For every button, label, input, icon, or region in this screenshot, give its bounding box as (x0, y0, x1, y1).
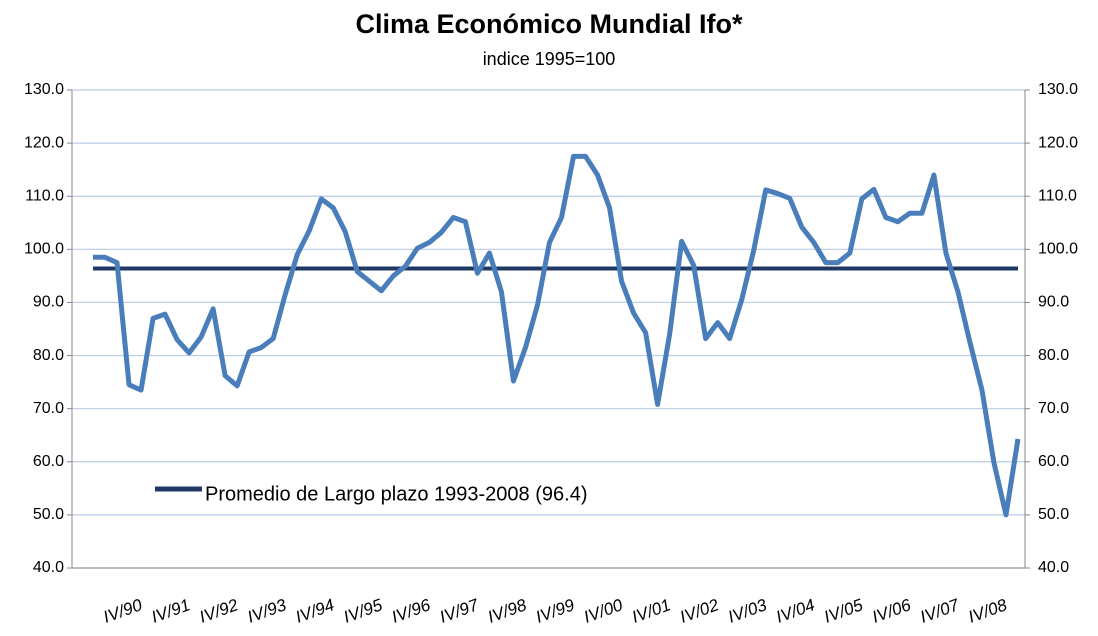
x-tick-label: IV/08 (966, 595, 1010, 627)
x-tick-label: IV/97 (437, 595, 481, 627)
y2-tick-label: 130.0 (1038, 81, 1078, 98)
x-tick-label: IV/94 (293, 595, 337, 626)
y-tick-label: 60.0 (33, 453, 64, 470)
y2-tick-label: 120.0 (1038, 134, 1078, 151)
x-tick-label: IV/99 (533, 595, 577, 627)
x-tick-label: IV/92 (197, 595, 241, 627)
x-tick-label: IV/06 (870, 595, 914, 627)
x-tick-label: IV/91 (149, 595, 193, 626)
y-tick-label: 90.0 (33, 294, 64, 311)
x-tick-label: IV/07 (918, 595, 962, 627)
y-tick-label: 100.0 (24, 241, 64, 258)
y-tick-label: 70.0 (33, 400, 64, 417)
x-tick-label: IV/05 (822, 595, 866, 627)
y2-tick-label: 50.0 (1038, 506, 1069, 523)
y2-tick-label: 110.0 (1038, 187, 1077, 204)
y2-tick-label: 80.0 (1038, 347, 1069, 364)
x-tick-label: IV/90 (101, 595, 145, 627)
y-tick-label: 110.0 (25, 187, 64, 204)
y2-tick-label: 70.0 (1038, 400, 1069, 417)
chart-title: Clima Económico Mundial Ifo* (355, 9, 743, 39)
y-tick-label: 40.0 (33, 559, 64, 576)
y2-tick-label: 90.0 (1038, 294, 1069, 311)
x-tick-label: IV/04 (774, 595, 818, 626)
x-tick-label: IV/95 (341, 595, 385, 627)
y2-tick-label: 60.0 (1038, 453, 1069, 470)
chart-subtitle: indice 1995=100 (483, 49, 616, 69)
x-tick-label: IV/96 (389, 595, 433, 627)
y-tick-label: 130.0 (24, 81, 64, 98)
legend-label: Promedio de Largo plazo 1993-2008 (96.4) (205, 483, 587, 505)
x-tick-label: IV/98 (485, 595, 529, 627)
y-tick-label: 120.0 (24, 134, 64, 151)
y2-tick-label: 100.0 (1038, 241, 1078, 258)
x-tick-label: IV/93 (245, 595, 289, 627)
data-line (93, 153, 1021, 518)
y-tick-label: 50.0 (33, 506, 64, 523)
x-tick-label: IV/00 (581, 595, 625, 627)
x-tick-label: IV/03 (725, 595, 769, 627)
y-tick-label: 80.0 (33, 347, 64, 364)
x-tick-label: IV/02 (677, 595, 721, 627)
x-tick-label: IV/01 (629, 595, 673, 626)
y2-tick-label: 40.0 (1038, 559, 1069, 576)
